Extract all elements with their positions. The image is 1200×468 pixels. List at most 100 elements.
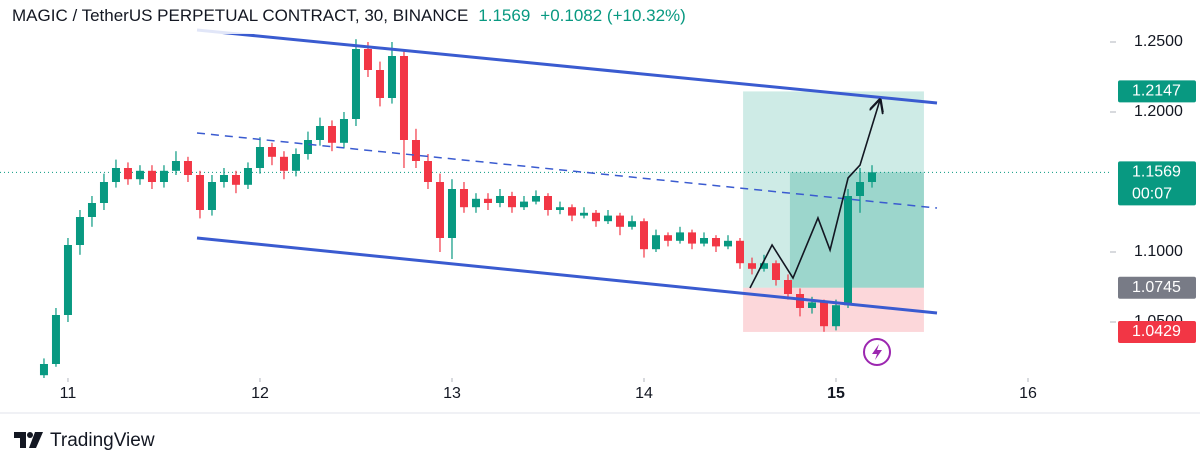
candle-body bbox=[459, 189, 468, 208]
title-backdrop bbox=[0, 0, 760, 34]
candle-body bbox=[868, 172, 877, 182]
candle-body bbox=[760, 263, 769, 269]
candle-body bbox=[195, 175, 204, 210]
candle-body bbox=[627, 221, 636, 227]
candle-body bbox=[591, 212, 600, 222]
countdown-label: 00:07 bbox=[1132, 186, 1172, 203]
x-tick-label: 15 bbox=[827, 385, 845, 402]
candle-body bbox=[243, 168, 252, 185]
candle-body bbox=[699, 238, 708, 244]
y-tick-label: 1.2500 bbox=[1134, 33, 1183, 50]
lightning-icon bbox=[863, 338, 891, 366]
x-tick-label: 13 bbox=[443, 385, 461, 402]
candle-body bbox=[615, 215, 624, 227]
price-badge-label: 1.2147 bbox=[1132, 83, 1181, 100]
x-tick-label: 14 bbox=[635, 385, 653, 402]
candle-body bbox=[663, 235, 672, 241]
projection-path bbox=[749, 100, 880, 289]
candle-body bbox=[543, 196, 552, 210]
channel-line bbox=[196, 28, 938, 105]
candle-body bbox=[820, 302, 829, 327]
candle-body bbox=[135, 170, 144, 180]
candle-body bbox=[291, 154, 300, 171]
candle-body bbox=[808, 302, 817, 308]
price-badge bbox=[1118, 161, 1196, 206]
last-price: 1.1569 bbox=[478, 6, 530, 25]
title-text: MAGIC / TetherUS PERPETUAL CONTRACT, 30,… bbox=[12, 6, 468, 25]
candle-body bbox=[531, 196, 540, 202]
price-badge-label: 1.0745 bbox=[1132, 279, 1181, 296]
candle-body bbox=[87, 203, 96, 217]
candle-body bbox=[471, 198, 480, 208]
overlay: 1.2147 1.1569 00:07 1.0745 1.0429 bbox=[196, 28, 1196, 343]
price-change: +0.1082 (+10.32%) bbox=[540, 6, 686, 25]
brand: TradingView bbox=[50, 430, 155, 451]
candle-body bbox=[387, 56, 396, 98]
y-tick-label: 1.2000 bbox=[1134, 103, 1183, 120]
candle-body bbox=[267, 147, 276, 157]
candle-body bbox=[447, 189, 456, 238]
candle-body bbox=[639, 221, 648, 250]
candle-body bbox=[327, 126, 336, 143]
candle-body bbox=[375, 70, 384, 98]
tradingview-logo bbox=[14, 432, 43, 448]
candle-body bbox=[435, 182, 444, 238]
candle-body bbox=[123, 168, 132, 180]
candle-body bbox=[519, 201, 528, 208]
candle-body bbox=[483, 198, 492, 203]
candle-body bbox=[651, 235, 660, 250]
candle-body bbox=[772, 263, 781, 280]
candle-body bbox=[579, 212, 588, 216]
y-tick-label: 1.1000 bbox=[1134, 243, 1183, 260]
price-badge bbox=[1118, 320, 1196, 343]
x-tick-label: 16 bbox=[1019, 385, 1037, 402]
candle-body bbox=[495, 196, 504, 203]
candle-body bbox=[423, 161, 432, 182]
chart-title: MAGIC / TetherUS PERPETUAL CONTRACT, 30,… bbox=[12, 6, 686, 25]
candle-body bbox=[171, 161, 180, 171]
candle-body bbox=[399, 56, 408, 140]
price-badge-label: 1.1569 bbox=[1132, 164, 1181, 181]
candle-body bbox=[255, 147, 264, 168]
candle-body bbox=[207, 182, 216, 210]
candle-body bbox=[339, 119, 348, 143]
price-badge bbox=[1118, 276, 1196, 299]
candle-body bbox=[111, 168, 120, 182]
candle-body bbox=[315, 126, 324, 140]
candle-body bbox=[675, 232, 684, 241]
channel-line bbox=[196, 132, 938, 209]
candle-body bbox=[748, 263, 757, 269]
target-zone bbox=[743, 91, 924, 288]
candle-body bbox=[63, 245, 72, 315]
candle-body bbox=[711, 238, 720, 247]
candle-body bbox=[603, 215, 612, 222]
candle-body bbox=[832, 305, 841, 327]
candle-body bbox=[363, 49, 372, 70]
candle-body bbox=[303, 140, 312, 154]
price-badge-label: 1.0429 bbox=[1132, 323, 1181, 340]
candle-body bbox=[159, 170, 168, 182]
channel-line bbox=[196, 236, 938, 315]
candle-body bbox=[351, 49, 360, 119]
candle-body bbox=[723, 240, 732, 247]
candle-body bbox=[784, 280, 793, 294]
candle-body bbox=[51, 315, 60, 364]
price-badge bbox=[1118, 80, 1196, 103]
candle-body bbox=[796, 294, 805, 308]
candle-body bbox=[39, 364, 48, 376]
x-tick-label: 12 bbox=[251, 385, 269, 402]
candle-body bbox=[411, 140, 420, 161]
candle-body bbox=[279, 156, 288, 171]
x-tick-label: 11 bbox=[60, 385, 77, 402]
candle-body bbox=[75, 217, 84, 245]
candle-body bbox=[183, 161, 192, 175]
candle-body bbox=[99, 182, 108, 203]
candle-body bbox=[507, 196, 516, 208]
candle-body bbox=[231, 175, 240, 185]
candle-body bbox=[567, 207, 576, 216]
candle-body bbox=[736, 240, 744, 264]
candle-body bbox=[555, 207, 564, 210]
